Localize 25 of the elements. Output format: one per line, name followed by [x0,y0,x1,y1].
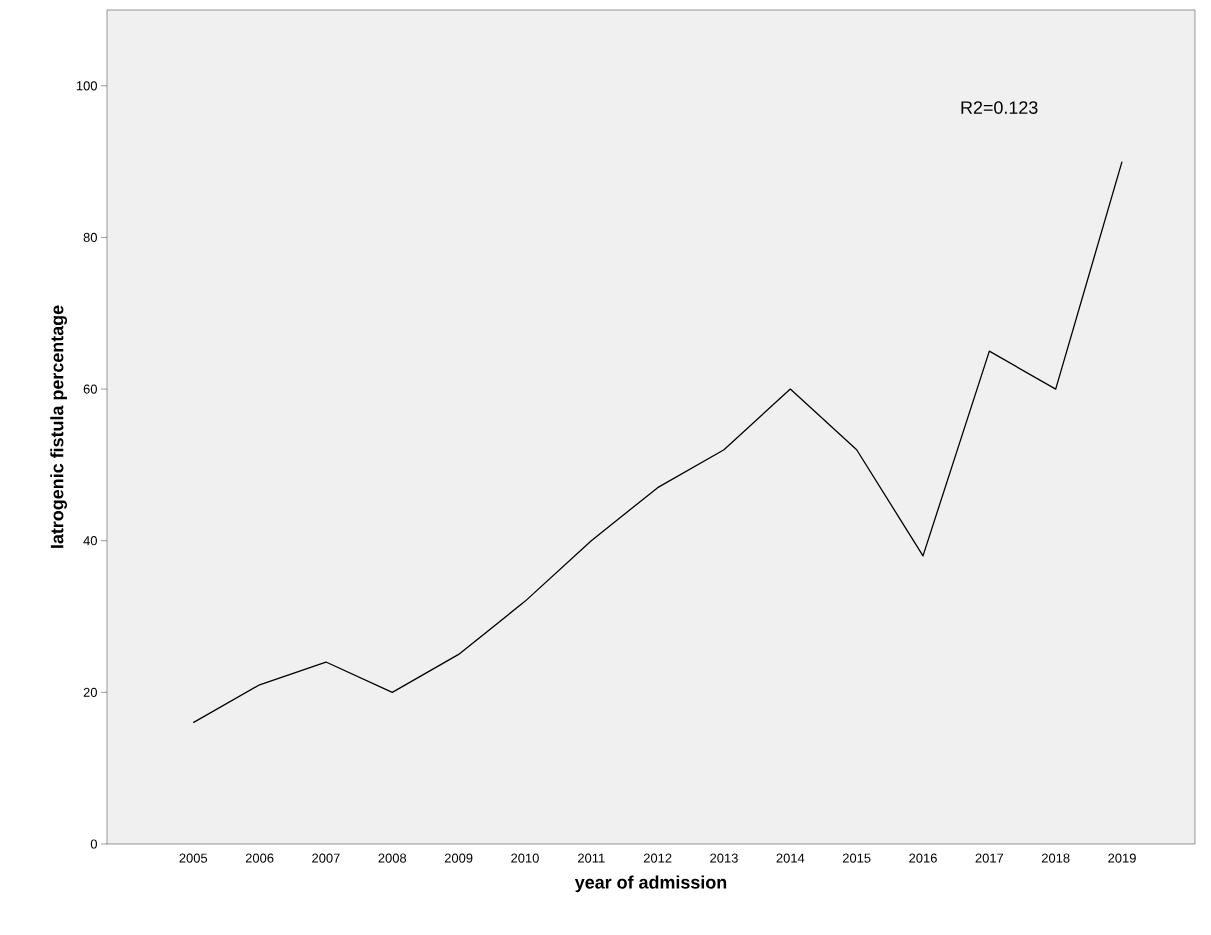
y-tick-label: 80 [83,232,97,243]
x-tick-label: 2015 [842,853,871,863]
x-tick-label: 2018 [1041,853,1070,863]
x-tick-label: 2012 [643,853,672,863]
annotation: R2=0.123 [961,101,1038,114]
y-axis-title: Iatrogenic fistula percentage [50,305,68,548]
x-tick-label: 2005 [179,853,208,863]
x-tick-label: 2017 [975,853,1004,863]
line-series [192,160,1123,724]
y-tick-label: 40 [83,536,97,546]
y-tick-label: 20 [83,687,97,697]
x-tick-label: 2007 [312,853,340,863]
x-tick-label: 2009 [444,853,473,863]
x-tick-label: 2016 [909,853,937,863]
x-tick-label: 2013 [710,853,738,863]
x-tick-label: 2014 [776,853,805,863]
x-tick-label: 2010 [511,853,539,863]
y-tick-label: 100 [76,81,97,91]
x-axis-title: year of admission [574,875,727,893]
x-tick-label: 2011 [578,853,605,863]
y-tick-label: 60 [83,384,97,394]
y-tick-label: 0 [90,839,97,849]
x-tick-label: 2008 [378,853,407,863]
x-tick-label: 2019 [1108,853,1136,863]
x-tick-label: 2006 [245,853,274,863]
